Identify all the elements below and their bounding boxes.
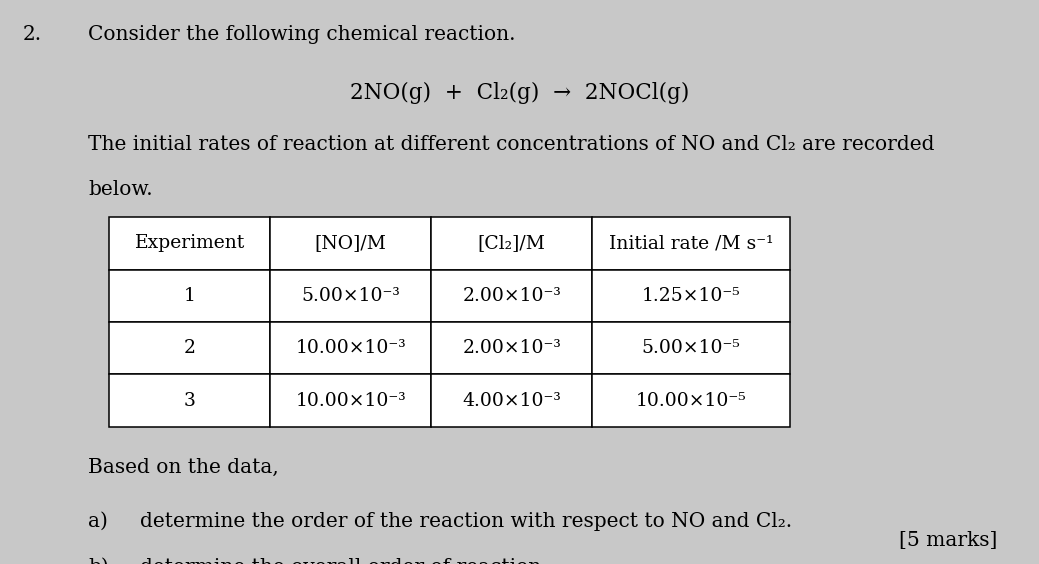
Text: 10.00×10⁻³: 10.00×10⁻³	[295, 340, 406, 357]
FancyBboxPatch shape	[431, 374, 592, 427]
FancyBboxPatch shape	[592, 322, 790, 374]
Text: 4.00×10⁻³: 4.00×10⁻³	[462, 392, 561, 409]
Text: 1.25×10⁻⁵: 1.25×10⁻⁵	[641, 287, 741, 305]
Text: [NO]/M: [NO]/M	[315, 235, 387, 252]
FancyBboxPatch shape	[270, 322, 431, 374]
Text: Based on the data,: Based on the data,	[88, 458, 279, 477]
FancyBboxPatch shape	[431, 270, 592, 322]
FancyBboxPatch shape	[109, 322, 270, 374]
Text: 5.00×10⁻³: 5.00×10⁻³	[301, 287, 400, 305]
FancyBboxPatch shape	[592, 270, 790, 322]
Text: 10.00×10⁻³: 10.00×10⁻³	[295, 392, 406, 409]
Text: Initial rate /M s⁻¹: Initial rate /M s⁻¹	[609, 235, 773, 252]
FancyBboxPatch shape	[270, 270, 431, 322]
FancyBboxPatch shape	[270, 217, 431, 270]
Text: 2.00×10⁻³: 2.00×10⁻³	[462, 287, 561, 305]
Text: b): b)	[88, 558, 109, 564]
Text: Consider the following chemical reaction.: Consider the following chemical reaction…	[88, 25, 515, 45]
Text: The initial rates of reaction at different concentrations of NO and Cl₂ are reco: The initial rates of reaction at differe…	[88, 135, 935, 155]
FancyBboxPatch shape	[431, 322, 592, 374]
FancyBboxPatch shape	[109, 217, 270, 270]
Text: a): a)	[88, 512, 108, 531]
Text: Experiment: Experiment	[134, 235, 245, 252]
Text: [5 marks]: [5 marks]	[899, 531, 997, 550]
Text: 2: 2	[184, 340, 195, 357]
Text: determine the order of the reaction with respect to NO and Cl₂.: determine the order of the reaction with…	[140, 512, 793, 531]
Text: 2.: 2.	[23, 25, 42, 45]
FancyBboxPatch shape	[270, 374, 431, 427]
Text: 10.00×10⁻⁵: 10.00×10⁻⁵	[636, 392, 746, 409]
Text: 2NO(g)  +  Cl₂(g)  →  2NOCl(g): 2NO(g) + Cl₂(g) → 2NOCl(g)	[350, 82, 689, 104]
Text: 3: 3	[184, 392, 195, 409]
FancyBboxPatch shape	[109, 270, 270, 322]
Text: 2.00×10⁻³: 2.00×10⁻³	[462, 340, 561, 357]
Text: determine the overall order of reaction.: determine the overall order of reaction.	[140, 558, 548, 564]
Text: 5.00×10⁻⁵: 5.00×10⁻⁵	[641, 340, 741, 357]
FancyBboxPatch shape	[592, 374, 790, 427]
FancyBboxPatch shape	[431, 217, 592, 270]
Text: below.: below.	[88, 180, 153, 200]
FancyBboxPatch shape	[109, 374, 270, 427]
FancyBboxPatch shape	[592, 217, 790, 270]
Text: 1: 1	[184, 287, 195, 305]
Text: [Cl₂]/M: [Cl₂]/M	[478, 235, 545, 252]
